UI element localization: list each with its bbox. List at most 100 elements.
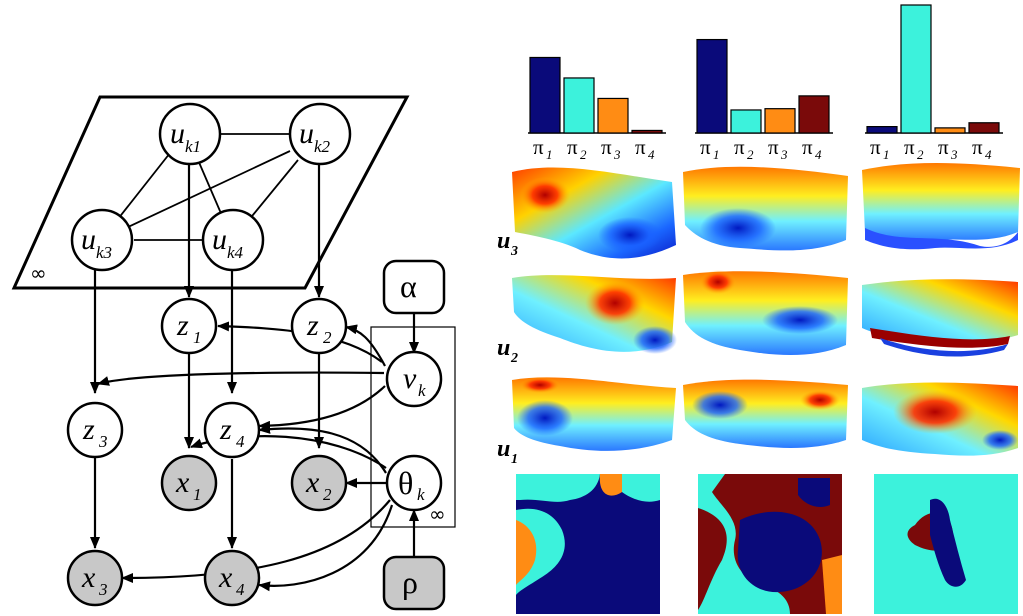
svg-text:u: u bbox=[299, 117, 314, 150]
bar-label-pi2-sub: 2 bbox=[747, 147, 754, 162]
bar-label-pi2-sub: 2 bbox=[580, 147, 587, 162]
svg-text:x: x bbox=[218, 561, 233, 594]
bar-label-pi3: π bbox=[601, 135, 612, 159]
surface-u2-col3 bbox=[862, 279, 1018, 357]
surface-u3-col1 bbox=[512, 167, 676, 259]
svg-text:z: z bbox=[306, 309, 319, 342]
svg-text:2: 2 bbox=[323, 485, 332, 504]
svg-text:θ: θ bbox=[398, 465, 413, 501]
bar-label-pi1: π bbox=[700, 135, 711, 159]
row-label-u3: u 3 bbox=[497, 228, 518, 259]
node-x3: x 3 bbox=[66, 549, 124, 607]
bar-label-pi2: π bbox=[734, 135, 745, 159]
plate-infinite bbox=[11, 95, 410, 290]
surface-u3-col2 bbox=[683, 166, 848, 251]
surface-u2-col2 bbox=[683, 270, 848, 355]
bar-label-pi3-sub: 3 bbox=[613, 147, 621, 162]
bar-label-pi4-sub: 4 bbox=[648, 147, 655, 162]
node-uk3: u k3 bbox=[70, 208, 134, 272]
svg-text:x: x bbox=[81, 561, 96, 594]
bar-label-pi3-sub: 3 bbox=[950, 147, 958, 162]
directed-edges bbox=[90, 162, 419, 592]
svg-text:u: u bbox=[212, 223, 227, 256]
surface-plots bbox=[512, 163, 1020, 456]
bar-pi3 bbox=[934, 127, 966, 134]
node-rho: ρ bbox=[382, 555, 446, 611]
surface-row-labels: u 3 u 2 u 1 bbox=[497, 228, 518, 467]
svg-text:α: α bbox=[400, 268, 417, 304]
svg-text:u: u bbox=[497, 335, 510, 361]
surface-u2-col1 bbox=[512, 275, 677, 354]
svg-text:1: 1 bbox=[193, 328, 202, 347]
bar-label-pi2-sub: 2 bbox=[917, 147, 924, 162]
node-z4: z 4 bbox=[203, 401, 261, 459]
bar-label-pi4: π bbox=[635, 135, 646, 159]
bar-label-pi3: π bbox=[938, 135, 949, 159]
segmentation-maps bbox=[516, 474, 1018, 614]
svg-text:k: k bbox=[417, 485, 425, 504]
node-x4: x 4 bbox=[203, 549, 261, 607]
segmentation-col3 bbox=[874, 474, 1018, 614]
bar-pi3 bbox=[597, 97, 629, 134]
svg-text:u: u bbox=[81, 223, 96, 256]
bar-label-pi4-sub: 4 bbox=[985, 147, 992, 162]
bar-label-pi4: π bbox=[972, 135, 983, 159]
svg-text:1: 1 bbox=[511, 452, 518, 467]
node-uk4: u k4 bbox=[201, 208, 265, 272]
svg-text:2: 2 bbox=[323, 328, 332, 347]
bar-label-pi1: π bbox=[870, 135, 881, 159]
node-vk: v k bbox=[385, 350, 443, 408]
svg-text:k3: k3 bbox=[96, 243, 112, 262]
bar-label-pi4-sub: 4 bbox=[815, 147, 822, 162]
bar-label-pi4: π bbox=[802, 135, 813, 159]
bar-pi1 bbox=[529, 56, 561, 134]
svg-text:3: 3 bbox=[510, 244, 518, 259]
segmentation-col1 bbox=[516, 474, 660, 614]
svg-text:k1: k1 bbox=[185, 137, 201, 156]
svg-text:ρ: ρ bbox=[402, 564, 418, 600]
node-z3: z 3 bbox=[66, 401, 124, 459]
node-uk2: u k2 bbox=[288, 102, 352, 166]
plate-infinity-label: ∞ bbox=[30, 261, 47, 285]
bar-pi2 bbox=[563, 77, 595, 134]
node-x2: x 2 bbox=[290, 454, 348, 512]
svg-text:4: 4 bbox=[236, 432, 245, 451]
bar-pi1 bbox=[866, 125, 898, 134]
bar-pi4 bbox=[968, 122, 1000, 134]
bar-label-pi1-sub: 1 bbox=[713, 147, 720, 162]
segmentation-col2 bbox=[698, 474, 842, 614]
mrf-edges bbox=[113, 133, 299, 241]
node-z1: z 1 bbox=[160, 297, 218, 355]
svg-text:k4: k4 bbox=[227, 243, 244, 262]
surface-u3-col3 bbox=[862, 163, 1020, 250]
svg-text:3: 3 bbox=[98, 432, 108, 451]
svg-text:k: k bbox=[418, 381, 426, 400]
svg-text:x: x bbox=[175, 466, 190, 499]
svg-text:u: u bbox=[497, 228, 510, 254]
bar-label-pi1: π bbox=[533, 135, 544, 159]
graphical-model: ∞ ∞ bbox=[11, 95, 456, 611]
svg-text:u: u bbox=[497, 436, 510, 462]
svg-text:v: v bbox=[403, 362, 417, 395]
svg-text:3: 3 bbox=[98, 580, 108, 599]
bar-label-pi3-sub: 3 bbox=[780, 147, 788, 162]
bar-pi2 bbox=[730, 109, 762, 134]
row-label-u2: u 2 bbox=[497, 335, 518, 366]
svg-text:k2: k2 bbox=[314, 137, 331, 156]
bar-pi2 bbox=[900, 4, 932, 134]
bar-label-pi2: π bbox=[567, 135, 578, 159]
bar-label-pi3: π bbox=[768, 135, 779, 159]
node-uk1: u k1 bbox=[158, 102, 222, 166]
node-x1: x 1 bbox=[160, 454, 218, 512]
svg-text:2: 2 bbox=[510, 351, 518, 366]
svg-text:x: x bbox=[305, 466, 320, 499]
svg-text:z: z bbox=[82, 413, 95, 446]
bar-pi3 bbox=[764, 108, 796, 134]
plate-k-infinity-label: ∞ bbox=[429, 502, 446, 526]
bar-label-pi2: π bbox=[904, 135, 915, 159]
svg-text:z: z bbox=[219, 413, 232, 446]
